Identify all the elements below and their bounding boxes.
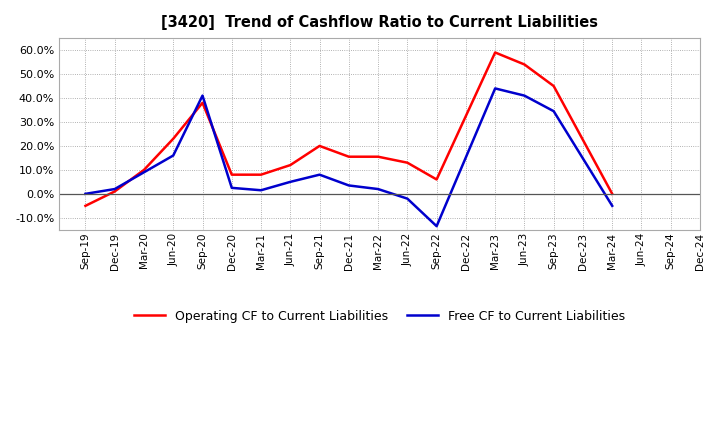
Free CF to Current Liabilities	[110, 187, 119, 192]
Operating CF to Current Liabilities	[110, 189, 119, 194]
Operating CF to Current Liabilities	[608, 191, 616, 197]
Free CF to Current Liabilities	[228, 185, 236, 191]
Operating CF to Current Liabilities	[344, 154, 353, 159]
Operating CF to Current Liabilities	[228, 172, 236, 177]
Free CF to Current Liabilities	[198, 93, 207, 98]
Operating CF to Current Liabilities	[549, 84, 558, 89]
Free CF to Current Liabilities	[520, 93, 528, 98]
Title: [3420]  Trend of Cashflow Ratio to Current Liabilities: [3420] Trend of Cashflow Ratio to Curren…	[161, 15, 598, 30]
Free CF to Current Liabilities	[432, 224, 441, 229]
Operating CF to Current Liabilities	[403, 160, 412, 165]
Free CF to Current Liabilities	[403, 196, 412, 201]
Line: Free CF to Current Liabilities: Free CF to Current Liabilities	[86, 88, 612, 226]
Free CF to Current Liabilities	[286, 179, 294, 184]
Operating CF to Current Liabilities	[81, 203, 90, 209]
Line: Operating CF to Current Liabilities: Operating CF to Current Liabilities	[86, 52, 612, 206]
Free CF to Current Liabilities	[169, 153, 178, 158]
Free CF to Current Liabilities	[257, 187, 266, 193]
Operating CF to Current Liabilities	[140, 167, 148, 172]
Operating CF to Current Liabilities	[315, 143, 324, 149]
Operating CF to Current Liabilities	[257, 172, 266, 177]
Free CF to Current Liabilities	[344, 183, 353, 188]
Operating CF to Current Liabilities	[169, 136, 178, 141]
Free CF to Current Liabilities	[608, 203, 616, 209]
Free CF to Current Liabilities	[81, 191, 90, 197]
Legend: Operating CF to Current Liabilities, Free CF to Current Liabilities: Operating CF to Current Liabilities, Fre…	[129, 305, 630, 328]
Free CF to Current Liabilities	[374, 187, 382, 192]
Operating CF to Current Liabilities	[491, 50, 500, 55]
Operating CF to Current Liabilities	[198, 100, 207, 106]
Free CF to Current Liabilities	[315, 172, 324, 177]
Operating CF to Current Liabilities	[520, 62, 528, 67]
Free CF to Current Liabilities	[140, 170, 148, 175]
Operating CF to Current Liabilities	[432, 177, 441, 182]
Free CF to Current Liabilities	[549, 109, 558, 114]
Operating CF to Current Liabilities	[374, 154, 382, 159]
Operating CF to Current Liabilities	[286, 162, 294, 168]
Free CF to Current Liabilities	[491, 86, 500, 91]
